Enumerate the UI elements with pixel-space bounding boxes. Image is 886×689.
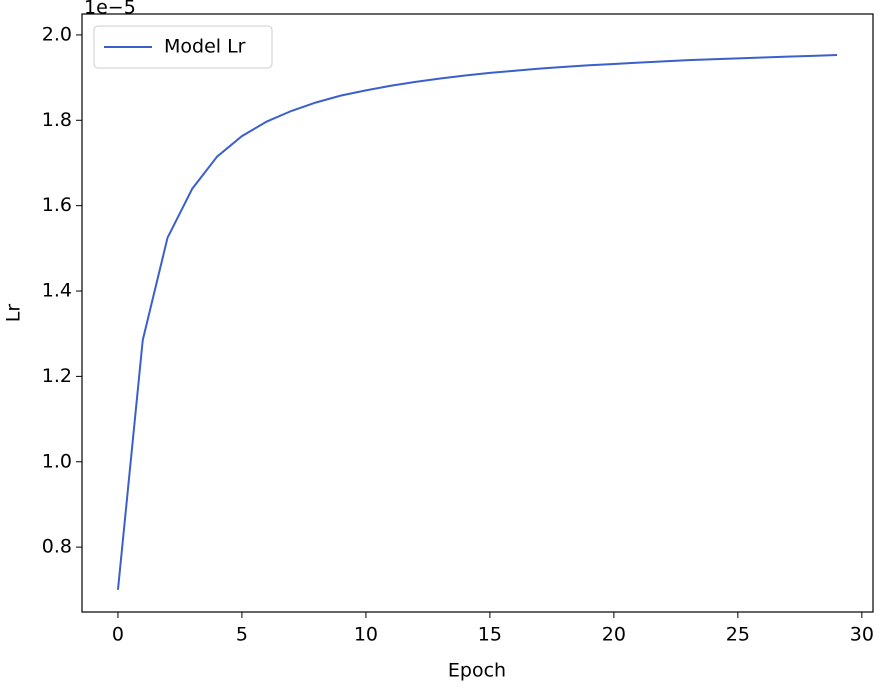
x-tick-label: 25 (726, 624, 750, 646)
y-tick-label: 1.4 (42, 280, 72, 302)
x-tick-label: 0 (112, 624, 124, 646)
y-tick-label: 1.2 (42, 365, 72, 387)
plot-frame (81, 13, 874, 613)
x-tick-label: 5 (236, 624, 248, 646)
x-tick-label: 30 (850, 624, 874, 646)
y-tick-label: 2.0 (42, 23, 72, 45)
y-tick-label: 1.8 (42, 109, 72, 131)
x-axis-label: Epoch (448, 660, 506, 682)
legend-label: Model Lr (164, 36, 246, 58)
y-tick-label: 1.0 (42, 450, 72, 472)
y-axis-label: Lr (3, 304, 25, 323)
y-tick-label: 1.6 (42, 194, 72, 216)
x-tick-label: 20 (602, 624, 626, 646)
legend-box (93, 25, 273, 69)
x-tick-label: 10 (354, 624, 378, 646)
y-offset-label: 1e−5 (84, 0, 136, 19)
x-tick-label: 15 (478, 624, 502, 646)
line-series (116, 53, 838, 590)
y-tick-label: 0.8 (42, 536, 72, 558)
